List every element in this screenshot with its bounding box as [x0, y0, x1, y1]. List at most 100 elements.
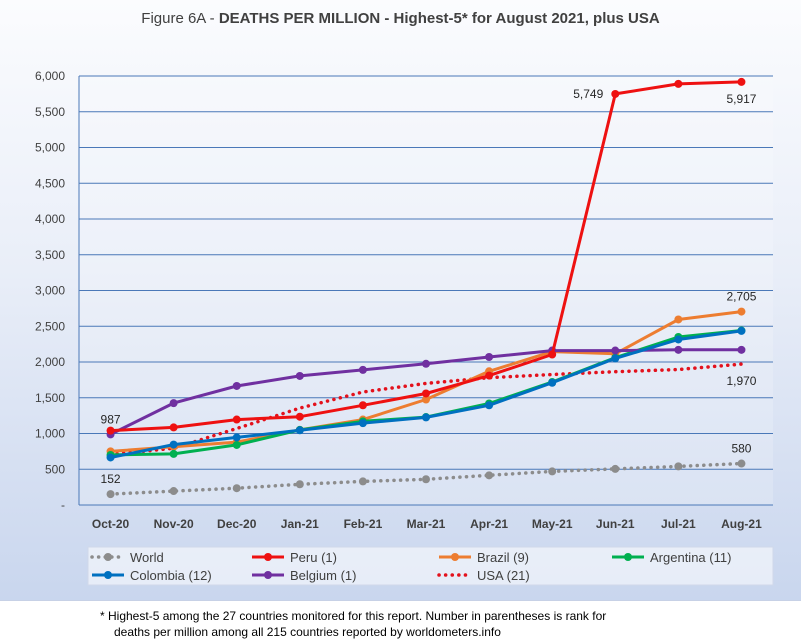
data-point — [358, 401, 367, 410]
data-point — [611, 464, 620, 473]
data-point — [422, 413, 430, 422]
data-point — [169, 487, 178, 496]
data-labels: 987 152 5,749 5,917 2,705 1,970 580 — [101, 87, 757, 486]
y-axis-ticks: - 500 1,000 1,500 2,000 2,500 3,000 3,500 4,000 4… — [35, 69, 65, 512]
x-tick-label: Dec-20 — [217, 517, 257, 531]
series-colombia — [106, 326, 746, 462]
data-point — [485, 352, 494, 361]
x-axis-ticks: Oct-20 Nov-20 Dec-20 Jan-21 Feb-21 Mar-21 Apr-… — [92, 517, 762, 531]
data-point — [422, 359, 430, 368]
data-point — [358, 419, 367, 428]
data-label: 580 — [731, 442, 751, 456]
data-point — [295, 426, 304, 435]
footnote-line-1: * Highest-5 among the 27 countries monit… — [100, 609, 607, 623]
legend-item: World — [90, 550, 164, 565]
title-prefix: Figure 6A - — [141, 10, 219, 27]
legend-marker — [624, 553, 632, 561]
data-point — [611, 346, 620, 355]
y-tick-label: 5,500 — [35, 105, 65, 119]
y-tick-label: 2,500 — [35, 319, 65, 333]
data-point — [169, 399, 178, 408]
legend-box — [87, 546, 774, 586]
legend-marker — [104, 571, 112, 579]
chart-frame: Figure 6A - DEATHS PER MILLION - Highest… — [0, 0, 801, 601]
legend-label: Argentina (11) — [650, 550, 731, 565]
data-point — [232, 381, 241, 390]
x-tick-label: May-21 — [532, 517, 573, 531]
legend-label: Belgium (1) — [290, 568, 356, 583]
data-point — [485, 401, 494, 410]
data-label: 2,705 — [726, 290, 756, 304]
y-tick-label: 2,000 — [35, 355, 65, 369]
legend-marker — [264, 553, 272, 561]
data-point — [422, 395, 430, 404]
legend-marker — [264, 571, 272, 579]
data-point — [106, 490, 115, 499]
x-tick-label: Mar-21 — [407, 517, 446, 531]
data-point — [169, 449, 178, 458]
y-tick-label: 5,000 — [35, 141, 65, 155]
data-point — [737, 307, 746, 316]
data-point — [548, 467, 557, 476]
data-point — [295, 371, 304, 380]
x-tick-label: Nov-20 — [154, 517, 194, 531]
x-tick-label: Aug-21 — [721, 517, 762, 531]
data-point — [106, 453, 115, 462]
x-tick-label: Jan-21 — [281, 517, 319, 531]
y-tick-label: 1,000 — [35, 427, 65, 441]
legend-item: USA (21) — [437, 568, 530, 583]
legend-item: Brazil (9) — [439, 550, 529, 565]
series-peru — [106, 77, 746, 435]
series-line — [108, 362, 744, 457]
data-point — [674, 462, 683, 471]
chart-title: Figure 6A - DEATHS PER MILLION - Highest… — [0, 10, 801, 27]
data-point — [232, 440, 241, 449]
legend-item: Argentina (11) — [612, 550, 731, 565]
footnote: * Highest-5 among the 27 countries monit… — [100, 608, 780, 640]
y-tick-label: 500 — [45, 462, 65, 476]
y-tick-label: 1,500 — [35, 391, 65, 405]
series-world — [106, 459, 746, 499]
data-point — [737, 345, 746, 354]
data-label: 5,917 — [726, 92, 756, 106]
y-tick-label: - — [61, 498, 65, 512]
y-tick-label: 4,500 — [35, 176, 65, 190]
data-point — [674, 315, 683, 324]
legend-item: Peru (1) — [252, 550, 337, 565]
y-tick-label: 4,000 — [35, 212, 65, 226]
data-point — [232, 484, 241, 493]
series-usa — [108, 362, 744, 457]
data-point — [232, 433, 241, 442]
data-label: 987 — [101, 412, 121, 426]
data-point — [169, 440, 178, 449]
data-point — [358, 477, 367, 486]
data-point — [674, 345, 683, 354]
data-point — [106, 426, 115, 435]
data-point — [422, 389, 430, 398]
x-tick-label: Jun-21 — [596, 517, 635, 531]
data-point — [485, 471, 494, 480]
data-point — [548, 350, 557, 359]
data-point — [611, 89, 620, 98]
data-label: 152 — [101, 472, 121, 486]
legend-label: USA (21) — [477, 568, 530, 583]
y-tick-label: 6,000 — [35, 69, 65, 83]
y-tick-label: 3,500 — [35, 248, 65, 262]
data-label: 1,970 — [726, 374, 756, 388]
data-point — [737, 77, 746, 86]
data-point — [737, 326, 746, 335]
x-tick-label: Oct-20 — [92, 517, 130, 531]
data-point — [737, 459, 746, 468]
data-point — [674, 335, 683, 344]
data-point — [232, 415, 241, 424]
data-point — [358, 365, 367, 374]
footnote-line-2: deaths per million among all 215 countri… — [114, 625, 501, 639]
y-tick-label: 3,000 — [35, 284, 65, 298]
legend-label: Colombia (12) — [130, 568, 212, 583]
legend: World Peru (1) Brazil (9) Argentina (11) Col… — [87, 546, 774, 586]
legend-label: Peru (1) — [290, 550, 337, 565]
x-tick-label: Jul-21 — [661, 517, 696, 531]
data-point — [169, 423, 178, 432]
data-point — [548, 378, 557, 387]
data-label: 5,749 — [573, 87, 603, 101]
